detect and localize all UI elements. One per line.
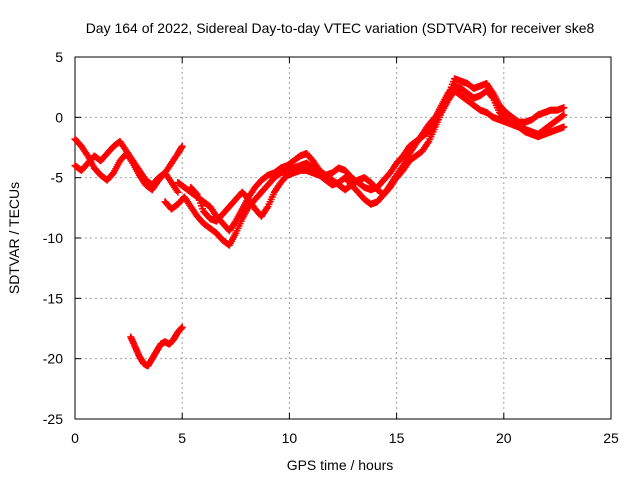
x-tick-label: 0 — [71, 430, 79, 446]
y-tick-label: -15 — [43, 290, 63, 306]
series-track-b — [71, 135, 182, 196]
data-point — [559, 112, 567, 120]
chart-title: Day 164 of 2022, Sidereal Day-to-day VTE… — [86, 20, 595, 36]
y-tick-label: -20 — [43, 351, 63, 367]
tick-marks — [74, 56, 612, 420]
y-tick-label: -5 — [51, 170, 64, 186]
x-tick-label: 10 — [282, 430, 298, 446]
x-tick-label: 5 — [178, 430, 186, 446]
x-tick-label: 25 — [603, 430, 619, 446]
y-tick-label: 0 — [55, 109, 63, 125]
data-point — [560, 104, 568, 112]
series-track-e — [187, 87, 568, 225]
data-point — [192, 189, 200, 197]
series-track-d — [174, 75, 568, 235]
data-point — [174, 188, 182, 196]
x-tick-label: 20 — [496, 430, 512, 446]
y-tick-label: -25 — [43, 411, 63, 427]
data-point — [560, 111, 568, 119]
x-tick-labels: 0 5 10 15 20 25 — [71, 430, 619, 446]
data-point — [178, 142, 186, 150]
y-tick-label: -10 — [43, 230, 63, 246]
y-axis-label: SDTVAR / TECUs — [6, 182, 22, 294]
grid-lines — [75, 57, 611, 419]
x-axis-label: GPS time / hours — [287, 457, 394, 473]
y-tick-label: 5 — [55, 49, 63, 65]
data-series — [71, 75, 568, 370]
series-track-f — [127, 323, 186, 370]
data-point — [178, 323, 186, 331]
data-point — [560, 123, 568, 131]
x-tick-label: 15 — [389, 430, 405, 446]
y-tick-labels: -25 -20 -15 -10 -5 0 5 — [43, 49, 63, 427]
